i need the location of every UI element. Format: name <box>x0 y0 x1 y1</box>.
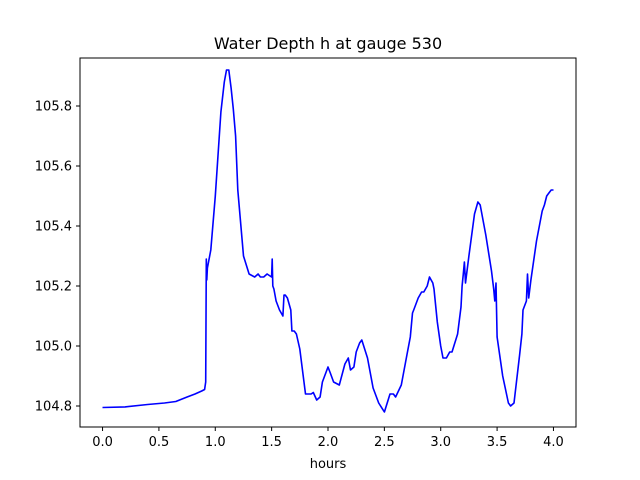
y-tick-label: 105.6 <box>35 160 72 175</box>
y-tick-label: 105.4 <box>35 220 72 235</box>
axes-frame <box>79 57 577 428</box>
y-tick-label: 105.0 <box>35 340 72 355</box>
x-axis-ticks: 0.0 0.5 1.0 1.5 2.0 2.5 3.0 3.5 4.0 <box>92 427 564 450</box>
x-tick-label: 2.0 <box>318 435 339 450</box>
x-tick-label: 0.5 <box>149 435 170 450</box>
y-tick-label: 104.8 <box>35 400 72 415</box>
y-tick-label: 105.8 <box>35 100 72 115</box>
series-line-0 <box>102 69 554 413</box>
x-axis-label: hours <box>310 457 347 472</box>
x-tick-label: 0.0 <box>92 435 113 450</box>
x-tick-label: 1.5 <box>261 435 282 450</box>
plot-area <box>102 69 554 413</box>
x-tick-label: 1.0 <box>205 435 226 450</box>
x-tick-label: 2.5 <box>374 435 395 450</box>
y-axis-ticks: 104.8 105.0 105.2 105.4 105.6 105.8 <box>35 100 80 415</box>
x-tick-label: 3.0 <box>430 435 451 450</box>
x-tick-label: 3.5 <box>487 435 508 450</box>
y-tick-label: 105.2 <box>35 280 72 295</box>
x-tick-label: 4.0 <box>543 435 564 450</box>
chart-title: Water Depth h at gauge 530 <box>214 34 442 53</box>
